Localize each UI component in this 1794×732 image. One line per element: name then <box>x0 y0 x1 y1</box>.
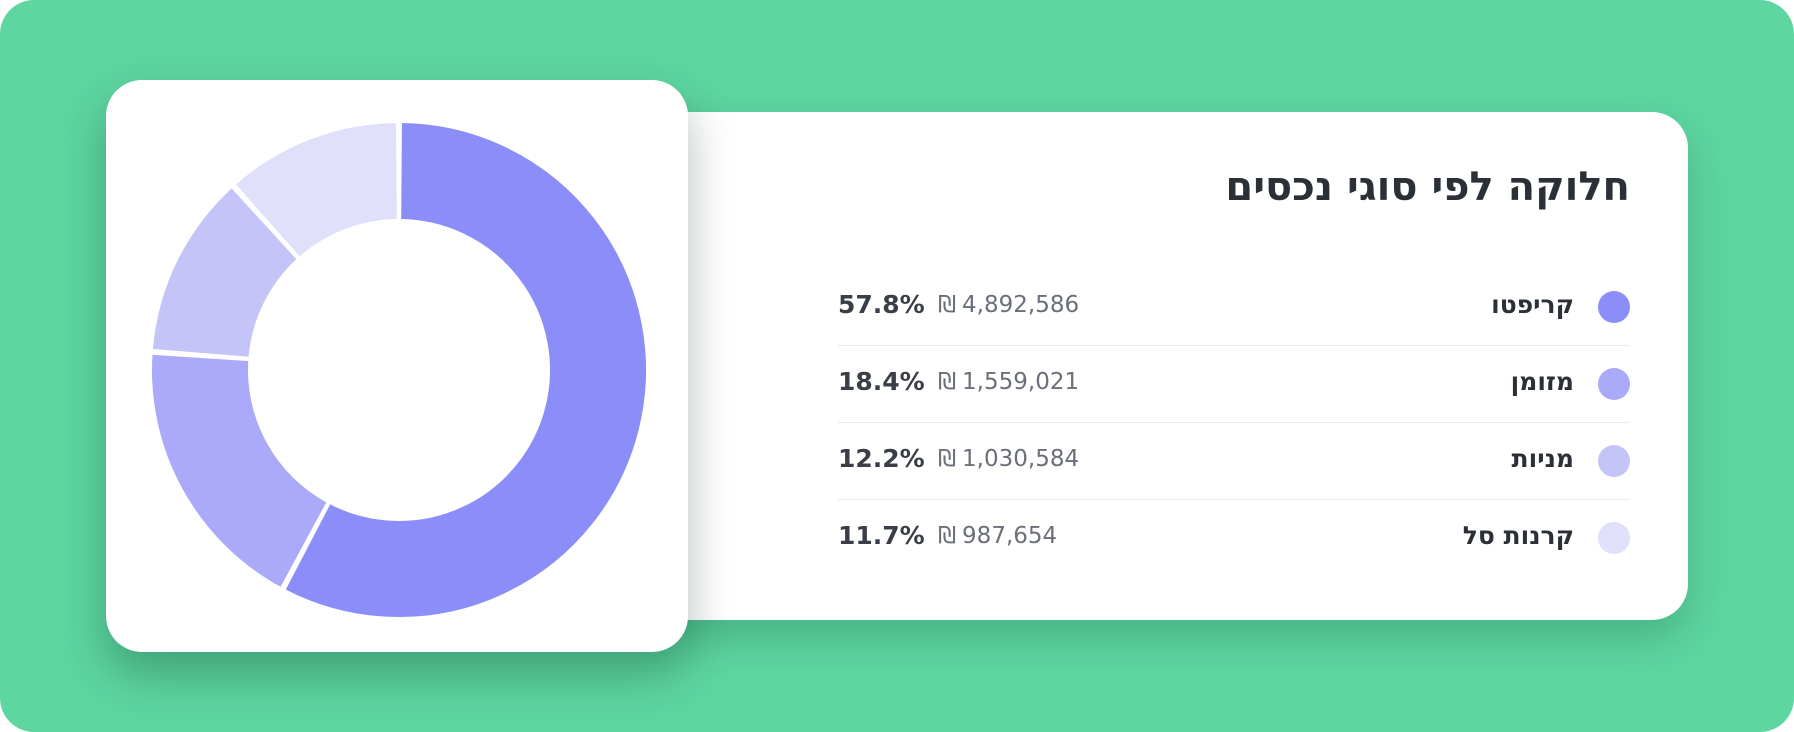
legend-category-label: מזומן <box>1510 367 1574 396</box>
donut-slice-1[interactable] <box>283 121 648 619</box>
legend-row: מזומן ₪ 1,559,021 18.4% <box>838 346 1630 423</box>
legend-amount-value: 987,654 <box>962 523 1058 549</box>
legend-amount: ₪ 987,654 <box>938 523 1057 549</box>
legend-amount-value: 4,892,586 <box>962 292 1080 318</box>
legend-category-label: קריפטו <box>1491 290 1574 319</box>
legend-swatch <box>1598 522 1630 554</box>
legend-swatch <box>1598 291 1630 323</box>
legend-category-label: מניות <box>1511 444 1574 473</box>
legend-percent: 12.2% <box>838 444 925 473</box>
donut-chart-card <box>106 80 688 652</box>
legend-category-label: קרנות סל <box>1462 521 1574 550</box>
legend-row: קרנות סל ₪ 987,654 11.7% <box>838 500 1630 576</box>
legend-amount: ₪ 1,559,021 <box>938 369 1079 395</box>
legend-row: קריפטו ₪ 4,892,586 57.8% <box>838 269 1630 346</box>
legend-amount: ₪ 1,030,584 <box>938 446 1079 472</box>
currency-symbol: ₪ <box>938 523 957 549</box>
currency-symbol: ₪ <box>938 369 957 395</box>
legend-title: חלוקה לפי סוגי נכסים <box>1225 164 1630 210</box>
legend-swatch <box>1598 368 1630 400</box>
donut-slice-4[interactable] <box>233 121 399 259</box>
legend-percent: 18.4% <box>838 367 925 396</box>
donut-chart <box>150 121 648 619</box>
legend-list: קריפטו ₪ 4,892,586 57.8% מזומן ₪ 1,559,021 18.4… <box>838 269 1630 576</box>
legend-swatch <box>1598 445 1630 477</box>
legend-percent: 57.8% <box>838 290 925 319</box>
legend-card: חלוקה לפי סוגי נכסים קריפטו ₪ 4,892,586 57.… <box>640 112 1688 620</box>
legend-amount-value: 1,559,021 <box>962 369 1080 395</box>
currency-symbol: ₪ <box>938 292 957 318</box>
donut-slice-3[interactable] <box>150 185 299 359</box>
legend-row: מניות ₪ 1,030,584 12.2% <box>838 423 1630 500</box>
currency-symbol: ₪ <box>938 446 957 472</box>
legend-percent: 11.7% <box>838 521 925 550</box>
legend-amount-value: 1,030,584 <box>962 446 1080 472</box>
donut-slice-2[interactable] <box>150 352 329 590</box>
legend-amount: ₪ 4,892,586 <box>938 292 1079 318</box>
